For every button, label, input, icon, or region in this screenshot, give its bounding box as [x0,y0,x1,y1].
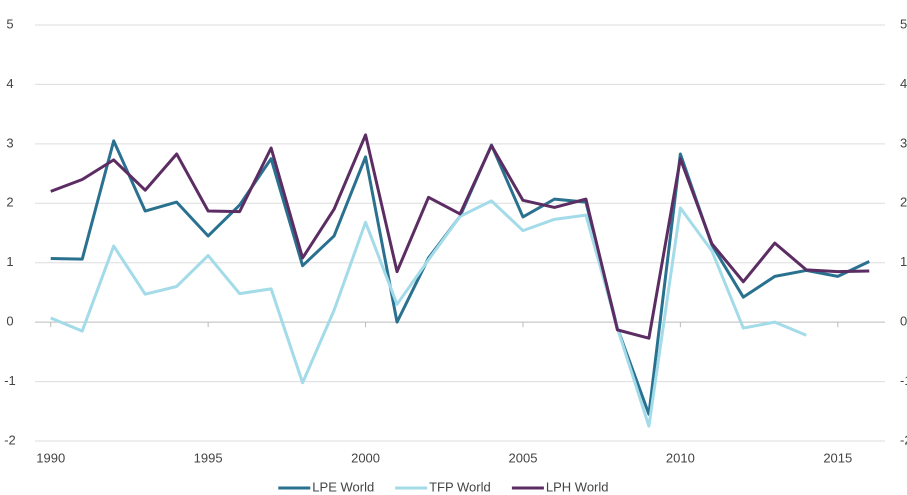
y-tick-label: 5 [6,16,13,31]
series-line [50,133,870,340]
x-tick-label: 1995 [194,450,223,465]
y2-tick-label: 3 [900,135,907,150]
x-tick-label: 2010 [666,450,695,465]
y-tick-label: -2 [4,432,16,447]
x-tick-label: 1990 [36,450,65,465]
y-tick-label: 2 [6,195,13,210]
y2-tick-label: -1 [900,373,907,388]
legend-label: TFP World [429,479,491,494]
y-tick-label: 4 [6,76,13,91]
y-tick-label: -1 [4,373,16,388]
legend-label: LPH World [546,479,609,494]
legend-label: LPE World [312,479,374,494]
y2-tick-label: 0 [900,314,907,329]
x-tick-label: 2000 [351,450,380,465]
y2-tick-label: 4 [900,76,907,91]
y-tick-label: 0 [6,314,13,329]
series-line [50,199,807,428]
y2-tick-label: 2 [900,195,907,210]
y2-tick-label: -2 [900,432,907,447]
y2-tick-label: 1 [900,254,907,269]
y-tick-label: 3 [6,135,13,150]
x-tick-label: 2015 [823,450,852,465]
y2-tick-label: 5 [900,16,907,31]
x-tick-label: 2005 [509,450,538,465]
y-tick-label: 1 [6,254,13,269]
